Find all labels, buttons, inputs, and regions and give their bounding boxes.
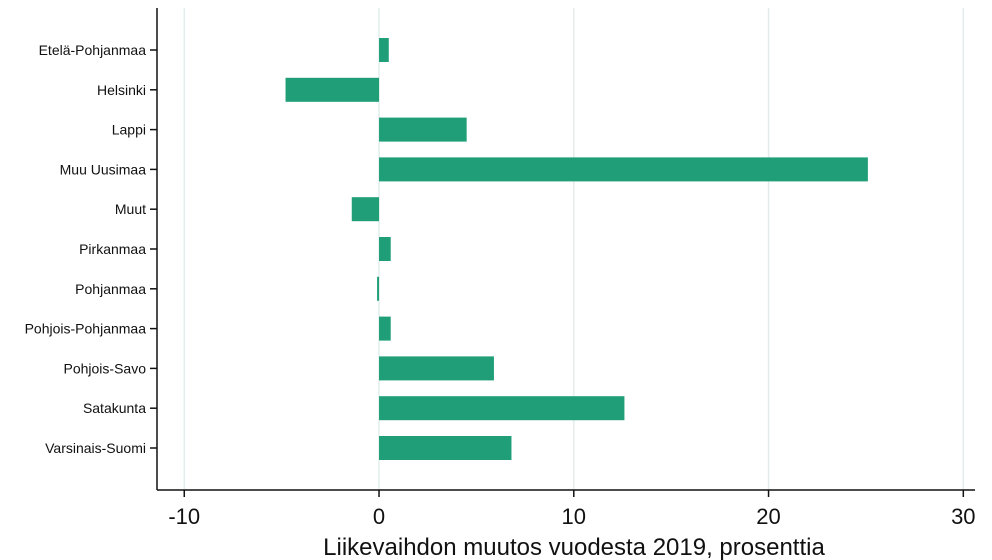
bars [285,38,868,460]
x-axis-title: Liikevaihdon muutos vuodesta 2019, prose… [323,534,825,560]
bar [379,157,868,182]
x-tick-label: 0 [373,504,385,529]
category-label: Muu Uusimaa [60,161,147,177]
category-labels: Etelä-Pohjanmaa Helsinki Lappi Muu Uusimaa M… [25,42,157,456]
bar [351,197,380,222]
category-label: Pohjanmaa [75,281,146,297]
category-label: Pohjois-Savo [64,360,147,376]
bar [377,276,380,301]
x-tick-labels: -10 0 10 20 30 [168,490,976,529]
category-label: Etelä-Pohjanmaa [39,42,147,58]
x-tick-label: 20 [756,504,780,529]
category-label: Helsinki [97,82,146,98]
x-tick-label: 30 [951,504,975,529]
category-label: Satakunta [83,400,146,416]
x-tick-label: -10 [168,504,200,529]
bar [285,77,380,102]
category-label: Varsinais-Suomi [45,440,146,456]
bar [379,356,494,381]
bar [379,237,391,261]
bar [379,38,389,62]
bar [379,316,391,341]
category-label: Pirkanmaa [79,241,146,257]
bar [379,396,625,421]
category-label: Pohjois-Pohjanmaa [25,321,147,337]
x-tick-label: 10 [562,504,586,529]
category-label: Muut [115,201,146,217]
bar [379,436,512,460]
bar [379,117,467,142]
category-label: Lappi [112,122,146,138]
